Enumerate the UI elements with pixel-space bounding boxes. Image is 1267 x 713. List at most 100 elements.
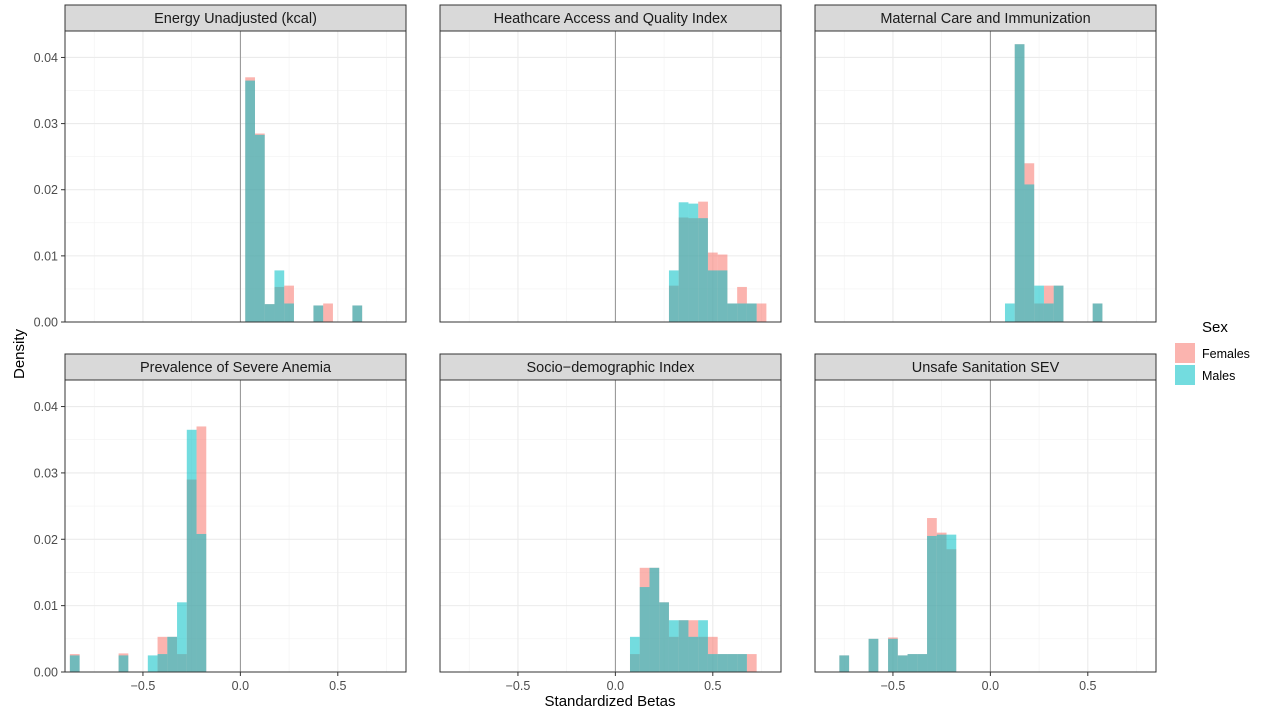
facet-title: Socio−demographic Index (526, 360, 695, 376)
bar-males (629, 636, 640, 672)
bar-males (678, 202, 689, 322)
bar-males (1004, 303, 1015, 322)
bar-males (1053, 285, 1064, 322)
bar-males (118, 655, 129, 672)
bar-males (839, 655, 850, 672)
bar-males (284, 303, 294, 322)
bar-males (649, 567, 660, 672)
bar-males (69, 655, 80, 672)
bar-males (659, 602, 669, 672)
y-tick-label: 0.02 (34, 183, 58, 197)
facet-panel: Heathcare Access and Quality Index (439, 4, 782, 323)
bar-males (186, 429, 197, 672)
y-tick-label: 0.00 (34, 666, 58, 680)
x-tick-label: −0.5 (881, 679, 906, 693)
facet-title: Energy Unadjusted (kcal) (154, 11, 317, 27)
facet-strip (814, 4, 1157, 32)
bar-males (352, 305, 363, 322)
y-tick-label: 0.00 (34, 316, 58, 330)
facet-title: Prevalence of Severe Anemia (140, 360, 332, 376)
bar-males (668, 620, 679, 672)
bar-males (727, 654, 738, 672)
facet-title: Unsafe Sanitation SEV (912, 360, 1060, 376)
legend-key-females (1175, 343, 1195, 363)
y-tick-label: 0.01 (34, 599, 58, 613)
bar-males (717, 654, 728, 672)
facet-strip (814, 353, 1157, 381)
bar-females (746, 654, 757, 672)
bar-males (254, 134, 265, 322)
bar-males (737, 654, 747, 672)
x-tick-label: −0.5 (131, 679, 156, 693)
panel-border (814, 379, 1157, 673)
bar-males (1024, 184, 1035, 322)
bar-males (688, 203, 699, 322)
bar-males (727, 303, 738, 322)
y-tick-label: 0.04 (34, 51, 58, 65)
facet-panel: Unsafe Sanitation SEV −0.5 0.0 0.5 (814, 353, 1157, 693)
y-tick-label: 0.02 (34, 533, 58, 547)
y-tick-label: 0.03 (34, 117, 58, 131)
facet-panels: Energy Unadjusted (kcal) 0.00 0.01 0.02 0.03… (34, 4, 1157, 693)
bar-males (907, 654, 918, 672)
bar-males (639, 587, 650, 672)
bar-males (678, 620, 689, 672)
facet-strip (439, 353, 782, 381)
bar-males (196, 533, 207, 672)
bar-males (264, 304, 275, 322)
x-axis-label: Standardized Betas (545, 693, 676, 710)
bar-males (177, 602, 187, 672)
x-tick-label: −0.5 (506, 679, 531, 693)
bar-males (707, 270, 718, 322)
facet-strip (439, 4, 782, 32)
bar-males (868, 638, 879, 672)
facet-panel: Socio−demographic Index −0.5 0.0 0.5 (439, 353, 782, 693)
y-tick-label: 0.01 (34, 249, 58, 263)
bar-males (698, 218, 708, 322)
bar-males (147, 655, 158, 672)
bar-males (888, 638, 898, 672)
facet-panel: Prevalence of Severe Anemia 0.00 0.01 0.02 0… (34, 353, 407, 693)
bar-males (1014, 44, 1025, 323)
bar-females (756, 303, 767, 322)
bar-females (323, 303, 333, 322)
bar-males (946, 534, 957, 672)
bar-males (157, 654, 168, 672)
bar-males (1092, 303, 1103, 322)
bar-males (737, 303, 747, 322)
facet-panel: Maternal Care and Immunization (814, 4, 1157, 323)
bar-males (717, 270, 728, 322)
bar-males (313, 305, 324, 322)
panel-border (814, 30, 1157, 323)
bar-males (917, 654, 928, 672)
panel-border (64, 30, 407, 323)
bar-males (707, 654, 718, 672)
panel-border (439, 30, 782, 323)
bar-males (1043, 303, 1054, 322)
legend-label-females: Females (1202, 347, 1250, 361)
x-tick-label: 0.0 (982, 679, 999, 693)
legend: Sex Females Males (1175, 319, 1250, 385)
bar-males (167, 636, 178, 672)
x-tick-label: 0.5 (704, 679, 721, 693)
bar-males (897, 655, 908, 672)
x-tick-label: 0.5 (329, 679, 346, 693)
bar-males (936, 534, 947, 672)
bar-males (698, 620, 708, 672)
y-tick-label: 0.04 (34, 400, 58, 414)
x-tick-label: 0.5 (1079, 679, 1096, 693)
bar-males (1034, 285, 1044, 322)
facet-title: Heathcare Access and Quality Index (494, 11, 728, 27)
y-tick-label: 0.03 (34, 466, 58, 480)
bar-males (245, 80, 255, 323)
bar-males (746, 303, 757, 322)
panel-border (64, 379, 407, 673)
panel-border (439, 379, 782, 673)
legend-key-males (1175, 365, 1195, 385)
bar-males (688, 636, 699, 672)
facet-panel: Energy Unadjusted (kcal) 0.00 0.01 0.02 0.03… (34, 4, 407, 330)
legend-label-males: Males (1202, 369, 1235, 383)
x-tick-label: 0.0 (232, 679, 249, 693)
legend-title: Sex (1202, 319, 1228, 336)
